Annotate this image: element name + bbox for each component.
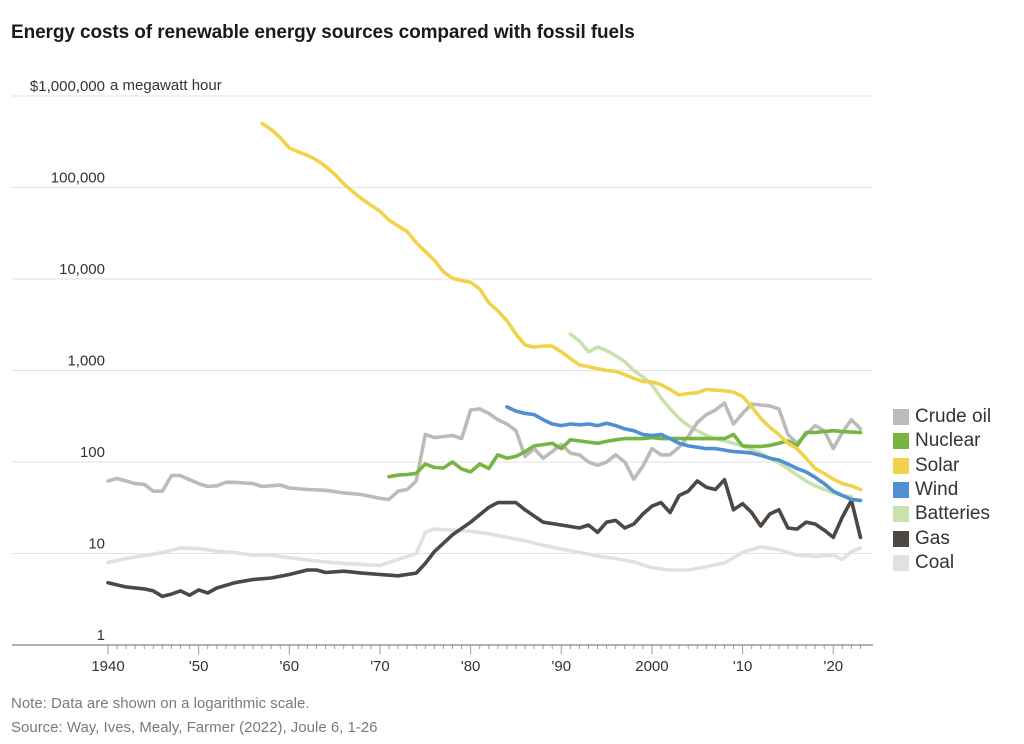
series-line-crude-oil (106, 401, 863, 502)
legend-label: Wind (915, 479, 959, 501)
x-tick-label: '70 (370, 658, 390, 675)
chart-source: Source: Way, Ives, Mealy, Farmer (2022),… (11, 719, 378, 736)
series-line-wind (505, 405, 863, 503)
legend-item-solar: Solar (893, 454, 991, 478)
x-tick-label: '50 (189, 658, 209, 675)
y-tick-label: 100,000 (51, 170, 105, 187)
chart-note: Note: Data are shown on a logarithmic sc… (11, 695, 310, 712)
legend-item-gas: Gas (893, 526, 991, 550)
y-tick-label: 100 (80, 444, 105, 461)
y-tick-label: 10,000 (59, 261, 105, 278)
series-lines (106, 121, 863, 599)
legend: Crude oil Nuclear Solar Wind Batteries G… (893, 405, 991, 575)
legend-item-batteries: Batteries (893, 502, 991, 526)
legend-item-coal: Coal (893, 551, 991, 575)
legend-label: Crude oil (915, 406, 992, 428)
x-tick-label: '10 (733, 658, 753, 675)
legend-item-wind: Wind (893, 478, 991, 502)
gridlines (12, 95, 873, 646)
legend-label: Nuclear (915, 430, 981, 452)
x-tick-label: 1940 (91, 658, 124, 675)
legend-label: Batteries (915, 503, 990, 525)
y-tick-label: 1,000 (67, 353, 105, 370)
legend-label: Solar (915, 454, 960, 476)
legend-label: Coal (915, 551, 955, 573)
legend-swatch (893, 554, 909, 571)
y-tick-label: 10 (88, 536, 105, 553)
y-axis-unit-label: a megawatt hour (110, 77, 222, 94)
legend-swatch (893, 482, 909, 499)
legend-item-crude-oil: Crude oil (893, 405, 991, 429)
y-axis-tick-labels: $1,000,000 100,000 10,000 1,000 100 10 1 (30, 78, 105, 644)
series-line-coal (106, 527, 863, 572)
x-axis: 1940 '50 '60 '70 '80 '90 2000 '10 '20 (91, 645, 861, 675)
legend-swatch (893, 433, 909, 450)
chart-title: Energy costs of renewable energy sources… (11, 22, 635, 43)
x-tick-label: '90 (552, 658, 572, 675)
x-tick-label: '80 (461, 658, 481, 675)
x-tick-label: '20 (823, 658, 843, 675)
series-line-gas (106, 477, 863, 599)
legend-swatch (893, 530, 909, 547)
legend-swatch (893, 506, 909, 523)
y-tick-label: $1,000,000 (30, 78, 105, 95)
legend-swatch (893, 457, 909, 474)
legend-label: Gas (915, 527, 950, 549)
x-tick-label: 2000 (635, 658, 668, 675)
y-tick-label: 1 (97, 627, 105, 644)
legend-item-nuclear: Nuclear (893, 429, 991, 453)
x-tick-label: '60 (280, 658, 300, 675)
series-line-solar (260, 121, 863, 492)
legend-swatch (893, 409, 909, 426)
series-line-nuclear (387, 428, 863, 479)
